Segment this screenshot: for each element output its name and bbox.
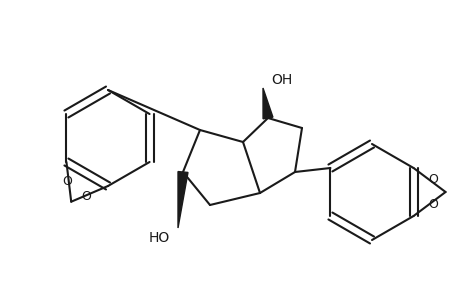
Text: HO: HO — [148, 231, 170, 245]
Polygon shape — [263, 88, 272, 119]
Text: O: O — [427, 198, 437, 211]
Text: O: O — [81, 190, 90, 203]
Text: OH: OH — [270, 73, 291, 87]
Text: O: O — [62, 175, 72, 188]
Text: O: O — [427, 173, 437, 186]
Polygon shape — [178, 172, 188, 228]
